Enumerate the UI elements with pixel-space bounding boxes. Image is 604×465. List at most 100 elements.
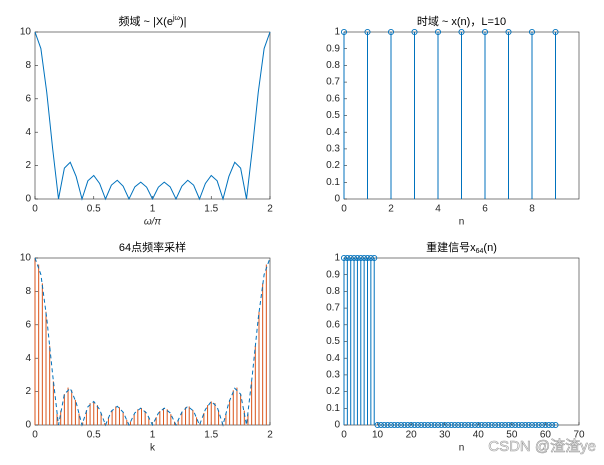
stem-marker: [451, 421, 458, 429]
chart-title: 重建信号x64(n): [426, 240, 497, 255]
stem-marker: [468, 421, 475, 429]
chart-title: 64点频率采样: [119, 240, 186, 254]
stem-marker: [354, 254, 361, 262]
stem-marker: [445, 421, 452, 429]
stem-marker: [441, 421, 448, 429]
stem-marker: [344, 254, 351, 262]
stem-marker: [434, 421, 442, 429]
stem-marker: [525, 421, 532, 429]
stem-marker: [351, 254, 358, 262]
stem-marker: [532, 421, 539, 429]
stem-marker: [414, 421, 421, 429]
y-tick-label: 0.1: [326, 177, 340, 188]
stem-marker: [505, 421, 512, 429]
stem-marker: [465, 421, 472, 429]
stem-marker: [495, 421, 502, 429]
stem-marker: [391, 421, 398, 429]
x-tick-label: 60: [540, 430, 552, 441]
stem-marker: [535, 421, 542, 429]
stem-marker: [478, 421, 485, 429]
stem-marker: [481, 28, 489, 36]
stem-marker: [411, 421, 418, 429]
stem-marker: [515, 421, 522, 429]
stem-marker: [357, 254, 364, 262]
y-tick-label: 1: [334, 27, 340, 38]
y-tick-label: 0.1: [326, 403, 340, 414]
watermark: CSDN @渣渣ye: [488, 438, 596, 455]
title-part: 时域 ~ x(n)，L=10: [417, 15, 506, 28]
title-part: 重建信号x: [426, 240, 476, 254]
x-tick-label: 0: [32, 430, 38, 441]
x-tick-label: 2: [267, 204, 273, 215]
stem-marker: [431, 421, 438, 429]
y-tick-label: 0: [334, 194, 340, 205]
y-tick-label: 2: [25, 160, 31, 171]
axes-box: [343, 257, 580, 426]
chart-title: 频域 ~ |X(ejω)|: [118, 14, 186, 28]
title-part: 频域 ~ |X(e: [118, 14, 173, 28]
x-axis-label: n: [459, 217, 465, 228]
x-tick-label: 0: [341, 204, 347, 215]
y-tick-label: 4: [25, 353, 31, 364]
stem-marker: [461, 421, 468, 429]
x-tick-label: 4: [435, 204, 441, 215]
x-tick-label: 40: [473, 430, 485, 441]
stem-marker: [411, 28, 418, 36]
y-tick-label: 0.6: [326, 319, 340, 330]
stem-marker: [502, 421, 509, 429]
stem-marker: [528, 421, 536, 429]
title-part: jω: [172, 15, 181, 22]
stem-marker: [471, 421, 478, 429]
stem-marker: [367, 254, 374, 262]
stem-marker: [384, 421, 391, 429]
title-part: )|: [180, 16, 187, 28]
y-tick-label: 0.9: [326, 43, 340, 54]
stem-marker: [428, 421, 435, 429]
x-tick-label: 0: [341, 430, 347, 441]
stem-marker: [458, 28, 465, 36]
stem-marker: [508, 421, 515, 429]
stem-marker: [340, 254, 348, 262]
y-tick-label: 8: [25, 286, 31, 297]
stem-marker: [347, 254, 354, 262]
stem-marker: [539, 421, 546, 429]
x-axis-label: k: [150, 443, 156, 454]
stem-marker: [381, 421, 388, 429]
stem-marker: [481, 421, 489, 429]
x-tick-label: 70: [573, 430, 585, 441]
title-part: 64: [476, 248, 484, 255]
title-part: 64点频率采样: [119, 240, 186, 254]
x-tick-label: 1: [150, 204, 156, 215]
stem-marker: [475, 421, 482, 429]
stem-marker: [549, 421, 556, 429]
x-tick-label: 0.5: [87, 430, 101, 441]
stem-marker: [542, 421, 549, 429]
x-tick-label: 2: [267, 430, 273, 441]
y-tick-label: 4: [25, 127, 31, 138]
y-tick-label: 0.7: [326, 303, 340, 314]
stem-marker: [485, 421, 492, 429]
stem-marker: [522, 421, 529, 429]
stem-marker: [364, 28, 371, 36]
stem-marker: [387, 421, 395, 429]
y-tick-label: 0: [334, 420, 340, 431]
chart-title: 时域 ~ x(n)，L=10: [417, 15, 506, 28]
stem-marker: [424, 421, 431, 429]
x-tick-label: 1.5: [204, 430, 218, 441]
x-tick-label: 6: [482, 204, 488, 215]
stem-marker: [401, 421, 408, 429]
stem-marker: [361, 254, 368, 262]
stem-marker: [505, 28, 512, 36]
stem-marker: [377, 421, 384, 429]
y-tick-label: 10: [20, 253, 32, 264]
y-tick-label: 0: [25, 420, 31, 431]
y-tick-label: 0.2: [326, 160, 340, 171]
y-tick-label: 0.6: [326, 93, 340, 104]
y-tick-label: 0.2: [326, 386, 340, 397]
x-axis-label: ω/π: [144, 217, 162, 228]
y-tick-label: 0.5: [326, 110, 340, 121]
stem-marker: [498, 421, 505, 429]
y-tick-label: 6: [25, 319, 31, 330]
